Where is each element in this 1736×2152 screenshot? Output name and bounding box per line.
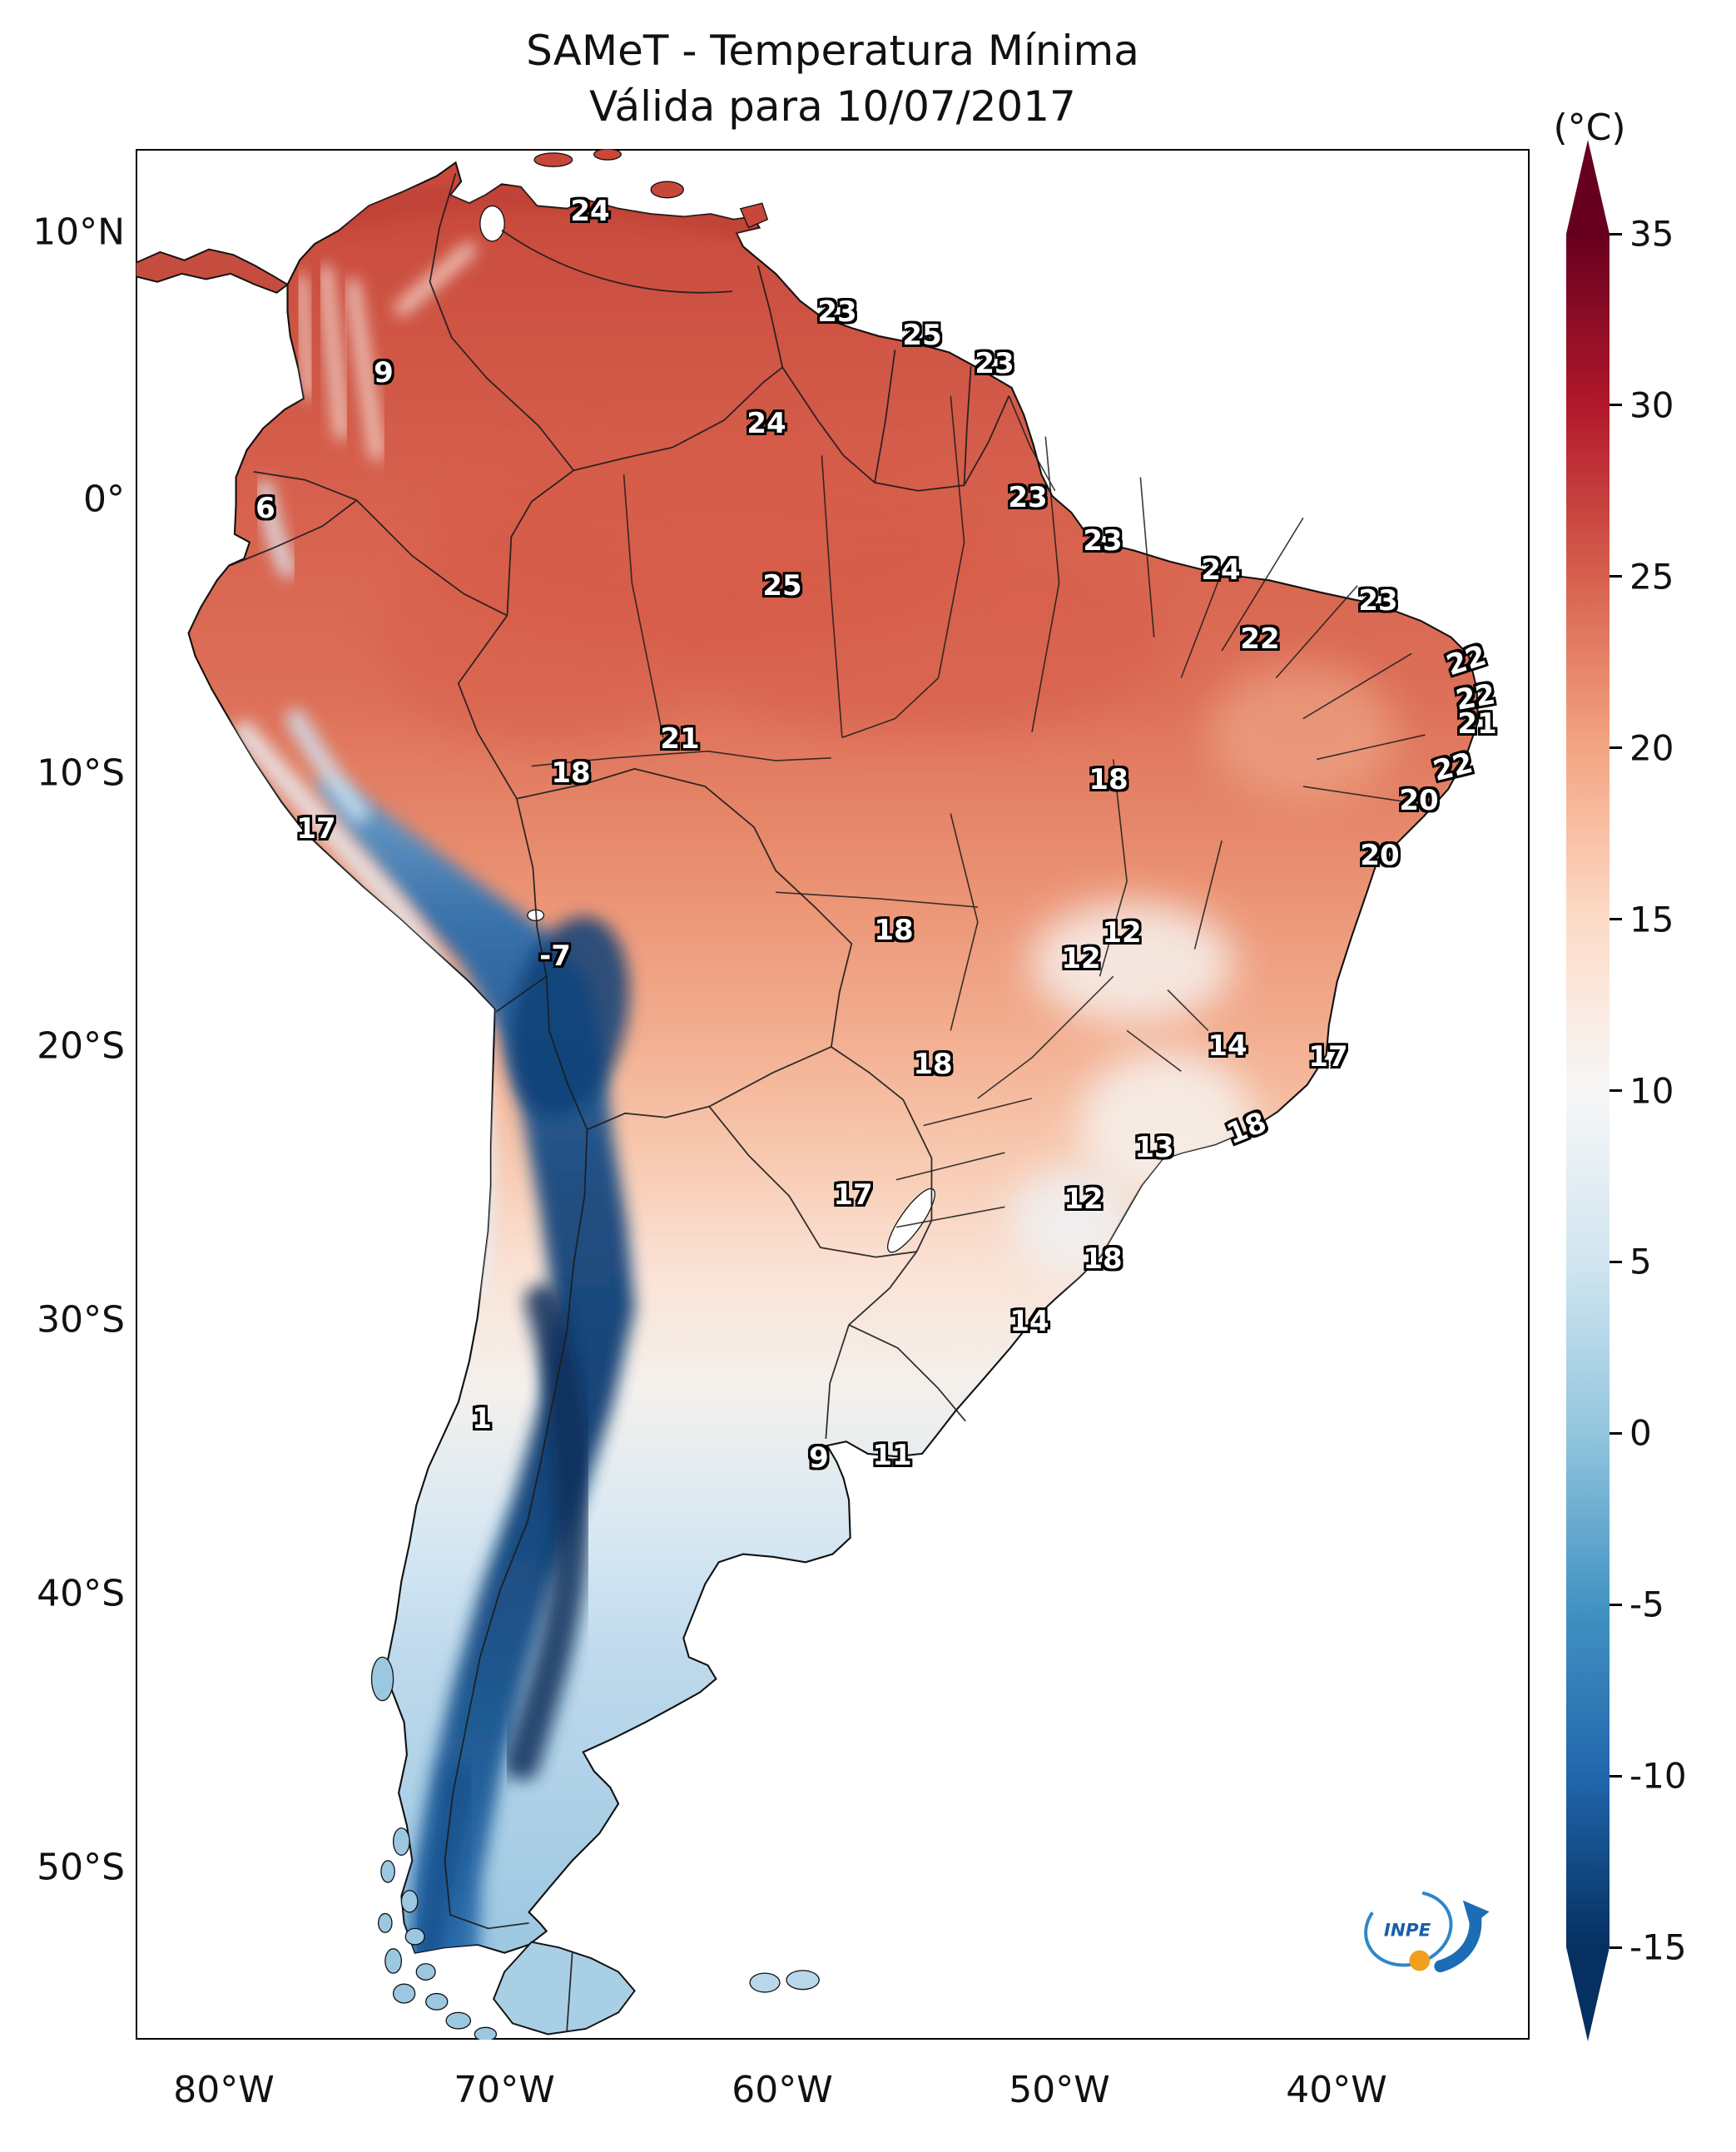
- colorbar-tick-label: 30: [1629, 384, 1674, 426]
- lat-tick-label: 40°S: [37, 1572, 125, 1615]
- state-borders: [531, 395, 1426, 1228]
- colorbar-tick-label: 15: [1629, 899, 1674, 940]
- temperature-label: 23: [1358, 584, 1398, 617]
- temperature-label: 17: [296, 812, 336, 845]
- lat-tick-label: 10°S: [37, 751, 125, 795]
- southern-islands: [370, 1656, 498, 2040]
- colorbar-tick-label: 20: [1629, 727, 1674, 769]
- colorbar-tick-mark: [1610, 1089, 1622, 1092]
- temperature-label: 9: [374, 356, 394, 389]
- temperature-label: 23: [1083, 524, 1123, 558]
- colorbar-tick-mark: [1610, 746, 1622, 750]
- lat-tick-label: 30°S: [37, 1298, 125, 1341]
- colorbar-tick-mark: [1610, 1946, 1622, 1949]
- temperature-label: 9: [809, 1441, 829, 1475]
- temperature-label: 18: [913, 1048, 953, 1081]
- temperature-label: 25: [762, 569, 802, 602]
- lon-tick-label: 50°W: [1009, 2069, 1110, 2111]
- colorbar-arrow-bottom: [1566, 1947, 1610, 2041]
- colorbar-arrow-top: [1566, 140, 1610, 234]
- temperature-label: 20: [1360, 839, 1400, 872]
- temperature-label: 23: [1008, 481, 1048, 514]
- colorbar-tick-label: 35: [1629, 213, 1674, 255]
- temperature-label: 18: [874, 914, 914, 947]
- inpe-orange-dot: [1409, 1950, 1431, 1971]
- lon-tick-label: 40°W: [1286, 2069, 1387, 2111]
- lon-tick-label: 60°W: [732, 2069, 833, 2111]
- panama-land: [136, 248, 290, 294]
- colorbar-body: [1566, 234, 1610, 1947]
- temperature-label: 12: [1102, 916, 1142, 950]
- inpe-logo: INPE: [1364, 1890, 1490, 1973]
- colorbar-tick-mark: [1610, 1260, 1622, 1263]
- lat-tick-label: 50°S: [37, 1846, 125, 1889]
- page-title: SAMeT - Temperatura Mínima Válida para 1…: [136, 23, 1530, 135]
- colorbar-unit-label: (°C): [1553, 107, 1626, 149]
- temperature-label: 24: [746, 407, 786, 440]
- temperature-label: 1: [472, 1402, 492, 1435]
- colorbar-tick-label: 0: [1629, 1412, 1652, 1454]
- colorbar-tick-mark: [1610, 1774, 1622, 1778]
- colorbar-tick-mark: [1610, 575, 1622, 578]
- lat-tick-label: 20°S: [37, 1024, 125, 1068]
- temperature-label: 18: [551, 756, 591, 790]
- colorbar-tick-label: -15: [1629, 1926, 1687, 1968]
- temperature-label: 17: [833, 1178, 873, 1212]
- colorbar-tick-mark: [1610, 232, 1622, 236]
- temperature-label: 13: [1134, 1131, 1174, 1164]
- colorbar-tick-mark: [1610, 1431, 1622, 1435]
- temperature-label: 21: [1457, 707, 1497, 741]
- colorbar-tick-label: 5: [1629, 1241, 1652, 1282]
- lon-tick-label: 70°W: [454, 2069, 555, 2111]
- temperature-label: 23: [975, 347, 1014, 380]
- temperature-label: 12: [1064, 1183, 1104, 1216]
- lagoa-dos-patos: [887, 1188, 935, 1253]
- lake-maracaibo: [479, 205, 505, 242]
- temperature-label: 11: [872, 1439, 912, 1472]
- temperature-label: 20: [1399, 784, 1439, 817]
- temperature-label: 24: [570, 195, 610, 228]
- temperature-label: 21: [660, 722, 700, 756]
- south-america-map: [136, 149, 1480, 2040]
- colorbar-tick-label: -5: [1629, 1584, 1664, 1625]
- colorbar-tick-label: 25: [1629, 556, 1674, 598]
- temperature-label: 18: [1083, 1242, 1123, 1276]
- lat-tick-label: 0°: [83, 478, 125, 521]
- tierra-del-fuego: [493, 1941, 636, 2035]
- title-line-2: Válida para 10/07/2017: [589, 82, 1076, 131]
- temperature-label: 23: [817, 295, 857, 329]
- colorbar-tick-mark: [1610, 404, 1622, 407]
- lat-tick-label: 10°N: [32, 211, 125, 254]
- temperature-label: 22: [1240, 622, 1280, 656]
- temperature-label: 17: [1308, 1040, 1348, 1074]
- lon-tick-label: 80°W: [173, 2069, 275, 2111]
- country-borders: [230, 173, 1010, 2032]
- temperature-label: 14: [1208, 1029, 1247, 1063]
- temperature-label: 18: [1089, 763, 1128, 796]
- inpe-logo-text: INPE: [1384, 1921, 1431, 1941]
- temperature-label: 25: [902, 319, 942, 352]
- temperature-label: -7: [539, 940, 571, 973]
- falkland-islands: [749, 1970, 820, 1993]
- temperature-label: 14: [1009, 1305, 1049, 1338]
- colorbar-tick-label: 10: [1629, 1070, 1674, 1111]
- colorbar-tick-label: -10: [1629, 1755, 1687, 1797]
- colorbar-tick-mark: [1610, 1603, 1622, 1606]
- inpe-arrowhead: [1462, 1900, 1490, 1927]
- temperature-label: 12: [1061, 942, 1101, 975]
- title-line-1: SAMeT - Temperatura Mínima: [526, 27, 1139, 75]
- caribbean-islands: [533, 149, 769, 229]
- temperature-label: 6: [255, 492, 275, 525]
- colorbar-tick-mark: [1610, 918, 1622, 921]
- temperature-label: 24: [1201, 553, 1241, 587]
